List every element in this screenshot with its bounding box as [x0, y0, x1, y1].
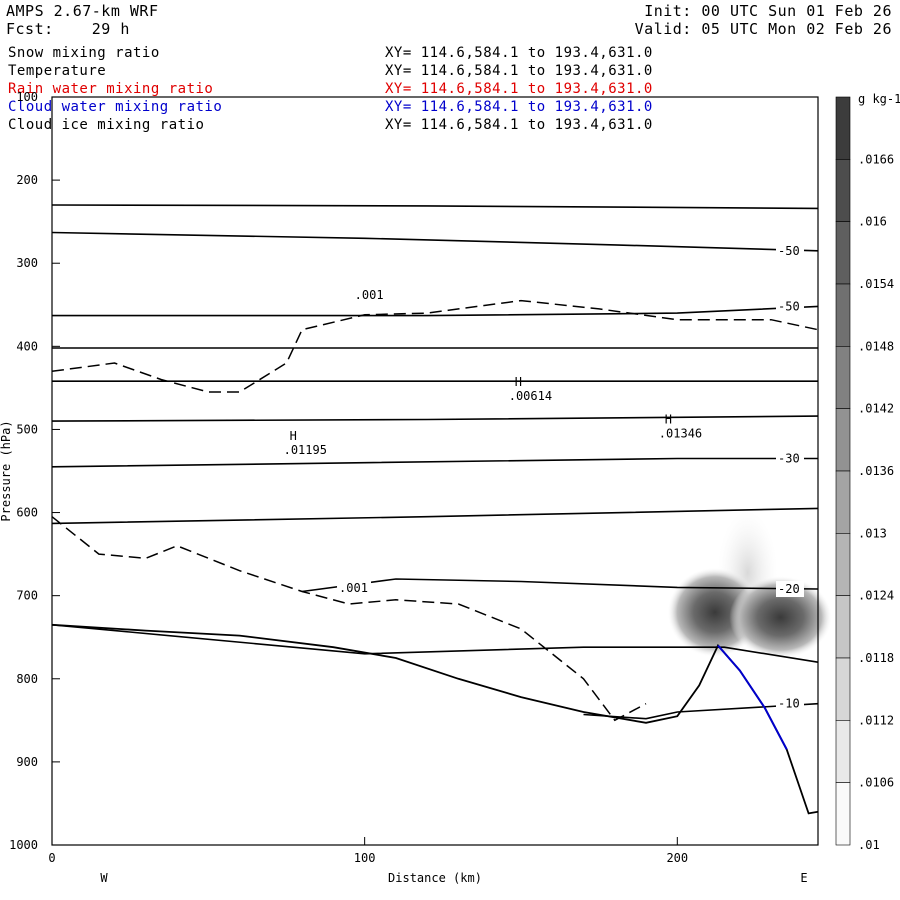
field-name-snow: Snow mixing ratio — [8, 45, 160, 61]
west-label: W — [100, 871, 108, 885]
plot-frame — [51, 96, 819, 846]
field-name-temperature: Temperature — [8, 63, 107, 79]
x-tick-label: 0 — [48, 851, 55, 865]
terrain-layer — [51, 623, 819, 815]
colorbar-swatch — [835, 408, 851, 472]
isotherm-label: -20 — [778, 582, 800, 596]
colorbar-level: .0142 — [858, 402, 894, 416]
snow-label-bg — [337, 580, 372, 595]
colorbar-swatch — [835, 720, 851, 783]
field-xy-temperature: XY= 114.6,584.1 to 193.4,631.0 — [385, 63, 653, 79]
isotherm-label-bg — [776, 242, 804, 259]
isotherm-line — [51, 204, 819, 210]
colorbar-level: .0148 — [858, 339, 894, 353]
colorbar: .0166 .016 .0154 .0148 .0142 .0136 .013 .0124 .0… — [835, 92, 900, 852]
colorbar-level: .0136 — [858, 464, 894, 478]
high-value: .00614 — [509, 389, 552, 403]
header-right: Init: 00 UTC Sun 01 Feb 26 Valid: 05 UTC… — [635, 2, 892, 38]
colorbar-swatch — [835, 533, 851, 596]
y-tick-label: 800 — [16, 672, 38, 686]
y-tick-label: 100 — [16, 90, 38, 104]
isotherm-line — [51, 231, 819, 252]
field-xy-cloud-water: XY= 114.6,584.1 to 193.4,631.0 — [385, 99, 653, 115]
isotherm-label-bg — [776, 581, 804, 598]
colorbar-swatch — [835, 470, 851, 534]
colorbar-swatch — [835, 595, 851, 659]
snow-contour-label: .001 — [355, 288, 384, 302]
colorbar-swatch — [835, 221, 851, 285]
colorbar-swatch — [835, 96, 851, 160]
field-xy-snow: XY= 114.6,584.1 to 193.4,631.0 — [385, 45, 653, 61]
isotherm-label: -50 — [778, 299, 800, 313]
field-xy-cloud-ice: XY= 114.6,584.1 to 193.4,631.0 — [385, 117, 653, 133]
high-marker: H — [290, 429, 297, 443]
east-label: E — [800, 871, 807, 885]
colorbar-level: .0118 — [858, 651, 894, 665]
y-axis-label: Pressure (hPa) — [0, 420, 13, 521]
temperature-isotherms: -50 -50 -30 -20 -10 — [51, 204, 819, 720]
colorbar-swatch — [835, 657, 851, 721]
colorbar-level: .013 — [858, 526, 887, 540]
colorbar-swatch — [835, 782, 851, 846]
field-name-cloud-ice: Cloud ice mixing ratio — [8, 117, 205, 133]
high-value: .01195 — [284, 443, 327, 457]
isotherm-label: -50 — [778, 244, 800, 258]
snow-contour-label: .001 — [339, 581, 368, 595]
forecast-value: 29 h — [91, 20, 130, 38]
x-tick-label: 100 — [354, 851, 376, 865]
high-marker: H — [665, 412, 672, 426]
high-marker: H — [515, 375, 522, 389]
x-tick-label: 200 — [666, 851, 688, 865]
isotherm-label: -30 — [778, 452, 800, 466]
y-tick-label: 900 — [16, 755, 38, 769]
init-time: Init: 00 UTC Sun 01 Feb 26 — [644, 2, 892, 20]
isotherm-line — [51, 415, 819, 422]
isotherm-line — [52, 305, 819, 317]
y-tick-label: 600 — [16, 506, 38, 520]
colorbar-swatch — [835, 159, 851, 222]
y-tick-label: 400 — [16, 339, 38, 353]
isotherm-line — [51, 624, 819, 663]
y-tick-label: 300 — [16, 256, 38, 270]
y-tick-label: 1000 — [9, 838, 38, 852]
cloud-ice-shading — [667, 510, 832, 659]
colorbar-level: .0166 — [858, 152, 894, 166]
colorbar-level: .0154 — [858, 277, 894, 291]
colorbar-level: .0124 — [858, 589, 894, 603]
colorbar-level: .016 — [858, 215, 887, 229]
snow-contour-line — [51, 299, 819, 393]
cloud-ice-core-east — [729, 576, 832, 659]
colorbar-swatch — [835, 283, 851, 347]
cloud-water-trace — [717, 644, 788, 750]
colorbar-level: .01 — [858, 838, 880, 852]
isotherm-label-bg — [776, 298, 804, 315]
snow-contours: .001 .001 — [51, 287, 819, 722]
y-tick-label: 200 — [16, 173, 38, 187]
axes: 100 200 300 400 500 600 700 800 900 1000 0 100 200 Di… — [0, 90, 819, 885]
field-name-cloud-water: Cloud water mixing ratio — [8, 99, 223, 115]
snow-label-bg — [352, 287, 387, 302]
colorbar-unit: g kg-1 — [858, 92, 900, 106]
isotherm-label: -10 — [778, 697, 800, 711]
isotherm-label-bg — [776, 450, 804, 467]
x-axis-label: Distance (km) — [388, 871, 482, 885]
field-name-rain: Rain water mixing ratio — [8, 81, 214, 97]
colorbar-level: .0106 — [858, 776, 894, 790]
high-value: .01346 — [659, 426, 702, 440]
isotherm-label-bg — [776, 695, 804, 712]
valid-time: Valid: 05 UTC Mon 02 Feb 26 — [634, 20, 892, 38]
y-tick-label: 700 — [16, 589, 38, 603]
y-tick-label: 500 — [16, 422, 38, 436]
isotherm-line — [51, 507, 819, 525]
model-name: AMPS 2.67-km WRF — [6, 2, 159, 20]
forecast-label: Fcst: — [6, 20, 54, 38]
snow-contour-line — [51, 516, 647, 722]
field-xy-rain: XY= 114.6,584.1 to 193.4,631.0 — [385, 81, 653, 97]
isotherm-line — [51, 457, 818, 468]
colorbar-swatch — [835, 346, 851, 409]
colorbar-level: .0112 — [858, 713, 894, 727]
header-left: AMPS 2.67-km WRF Fcst: 29 h — [6, 2, 159, 38]
